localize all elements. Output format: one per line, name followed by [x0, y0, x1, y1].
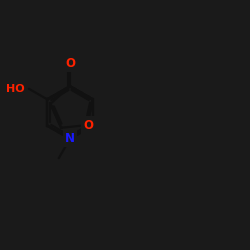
Text: O: O	[65, 57, 75, 70]
Text: O: O	[84, 118, 94, 132]
Text: N: N	[65, 132, 75, 145]
Text: HO: HO	[6, 84, 25, 94]
